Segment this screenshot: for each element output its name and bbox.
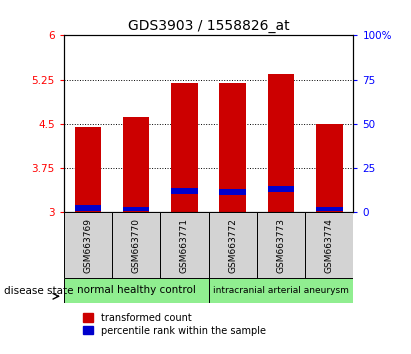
Bar [316, 124, 343, 212]
Legend: transformed count, percentile rank within the sample: transformed count, percentile rank withi… [83, 313, 266, 336]
Bar [268, 187, 294, 192]
Text: GSM663769: GSM663769 [83, 218, 92, 273]
Bar [257, 212, 305, 278]
Text: GSM663773: GSM663773 [277, 218, 286, 273]
Bar [305, 212, 353, 278]
Bar [64, 278, 208, 303]
Text: GSM663774: GSM663774 [325, 218, 334, 273]
Bar [171, 188, 198, 194]
Bar [219, 82, 246, 212]
Bar [123, 206, 150, 211]
Bar [123, 117, 150, 212]
Text: disease state: disease state [4, 286, 74, 296]
Bar [160, 212, 209, 278]
Text: GSM663772: GSM663772 [228, 218, 237, 273]
Bar [112, 212, 160, 278]
Bar [268, 74, 294, 212]
Bar [219, 189, 246, 195]
Bar [316, 207, 343, 211]
Bar [209, 212, 257, 278]
Bar [74, 127, 101, 212]
Bar [209, 278, 353, 303]
Text: intracranial arterial aneurysm: intracranial arterial aneurysm [213, 286, 349, 295]
Title: GDS3903 / 1558826_at: GDS3903 / 1558826_at [128, 19, 289, 33]
Bar [74, 205, 101, 211]
Text: GSM663771: GSM663771 [180, 218, 189, 273]
Bar [64, 212, 112, 278]
Text: normal healthy control: normal healthy control [77, 285, 196, 295]
Text: GSM663770: GSM663770 [132, 218, 141, 273]
Bar [171, 82, 198, 212]
